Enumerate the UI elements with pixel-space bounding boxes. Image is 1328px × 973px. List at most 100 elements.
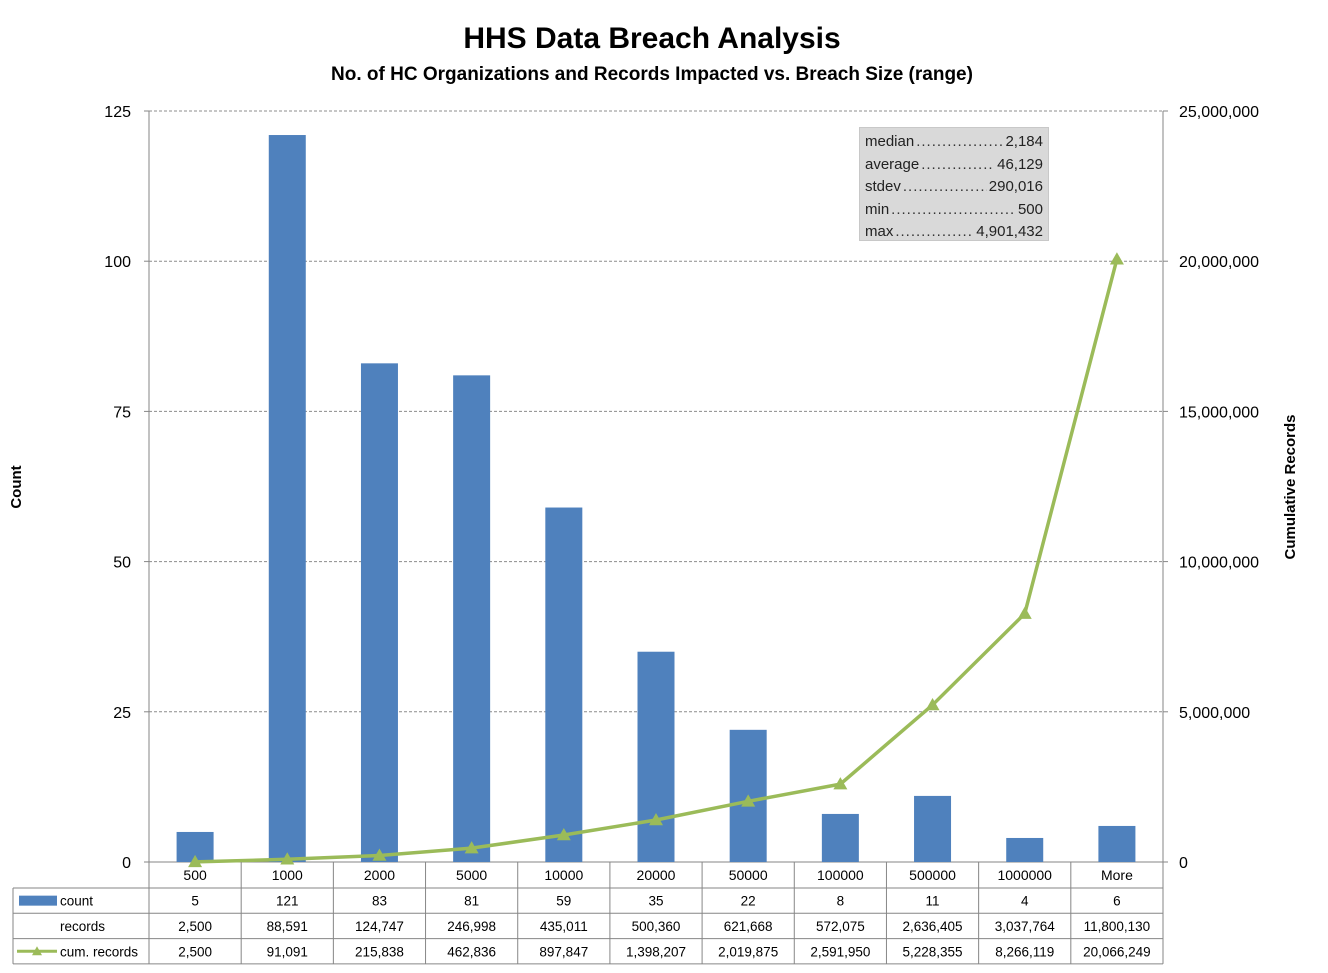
count-bar bbox=[637, 651, 675, 862]
table-cell: 435,011 bbox=[540, 919, 588, 934]
stats-row-stdev: stdev 290,016 bbox=[865, 176, 1043, 199]
table-cell: 35 bbox=[648, 894, 663, 909]
cum-records-marker bbox=[833, 777, 848, 790]
cum-records-marker bbox=[741, 794, 756, 807]
stats-label: stdev bbox=[865, 178, 901, 195]
count-bar bbox=[545, 507, 583, 862]
table-cell: 11 bbox=[926, 894, 940, 909]
table-cell: 3,037,764 bbox=[995, 919, 1056, 934]
cum-records-marker bbox=[925, 697, 940, 711]
table-cell: 88,591 bbox=[267, 919, 308, 934]
count-bar bbox=[268, 135, 306, 863]
y-tick-label: 75 bbox=[113, 404, 131, 421]
table-cell: 59 bbox=[556, 894, 571, 909]
chart-subtitle: No. of HC Organizations and Records Impa… bbox=[331, 64, 973, 85]
y-tick-label: 125 bbox=[104, 104, 131, 121]
axes: 0 0 25 5,000,000 50 10,000,000 75 15,000,000 100… bbox=[104, 104, 1259, 872]
y2-tick-label: 0 bbox=[1179, 855, 1188, 872]
count-bar bbox=[360, 363, 398, 862]
y2-tick-label: 20,000,000 bbox=[1179, 254, 1259, 271]
table-cell: 2,500 bbox=[178, 919, 212, 934]
stats-box: median 2,184 average 46,129 stdev 290,01… bbox=[859, 127, 1049, 241]
table-cell: 621,668 bbox=[724, 919, 773, 934]
cum-records-marker bbox=[649, 812, 663, 826]
cum-records-marker bbox=[464, 841, 479, 854]
stats-value: 46,129 bbox=[997, 155, 1043, 173]
table-series-label: count bbox=[60, 894, 93, 909]
cum-records-marker bbox=[1017, 606, 1032, 619]
count-bar bbox=[1006, 837, 1044, 862]
cum-records-marker bbox=[556, 828, 571, 841]
x-tick-label: 10000 bbox=[544, 867, 583, 883]
table-cell: 121 bbox=[276, 894, 299, 909]
table-cell: 91,091 bbox=[267, 944, 308, 959]
table-cell: 2,019,875 bbox=[718, 944, 778, 959]
table-cell: 2,500 bbox=[178, 944, 212, 959]
table-cell: 2,591,950 bbox=[810, 944, 870, 959]
stats-row-median: median 2,184 bbox=[865, 131, 1043, 154]
stats-row-average: average 46,129 bbox=[865, 154, 1043, 177]
y2-tick-label: 5,000,000 bbox=[1179, 705, 1250, 722]
x-tick-label: 20000 bbox=[637, 867, 676, 883]
table-cell: 5 bbox=[191, 894, 199, 909]
table-cell: 11,800,130 bbox=[1084, 919, 1151, 934]
data-table: 500 1000 2000 5000 10000 20000 50000 100000 5000… bbox=[12, 862, 1164, 965]
table-cell: 5,228,355 bbox=[903, 944, 963, 959]
table-series-label: records bbox=[60, 919, 105, 934]
table-cell: 215,838 bbox=[355, 944, 404, 959]
x-tick-label: 500 bbox=[183, 867, 207, 883]
y2-tick-label: 15,000,000 bbox=[1179, 404, 1259, 421]
stats-value: 290,016 bbox=[988, 178, 1043, 195]
table-cell: 897,847 bbox=[539, 944, 588, 959]
table-cell: 124,747 bbox=[355, 919, 404, 934]
table-cell: 8 bbox=[837, 894, 845, 909]
count-bar bbox=[821, 813, 859, 862]
chart-title: HHS Data Breach Analysis bbox=[463, 22, 840, 55]
table-cell: 83 bbox=[372, 894, 387, 909]
table-cell: 6 bbox=[1113, 894, 1121, 909]
y-tick-label: 25 bbox=[113, 705, 131, 722]
stats-row-max: max 4,901,432 bbox=[865, 221, 1043, 244]
table-series-label: cum. records bbox=[60, 944, 138, 959]
y2-axis-label: Cumulative Records bbox=[1282, 414, 1299, 559]
y-tick-label: 50 bbox=[113, 555, 131, 572]
x-tick-label: More bbox=[1101, 867, 1133, 883]
y2-tick-label: 25,000,000 bbox=[1179, 104, 1259, 121]
count-bars bbox=[176, 135, 1136, 863]
cum-records-marker bbox=[1109, 252, 1124, 265]
cum-records-line bbox=[188, 252, 1124, 868]
count-bar bbox=[914, 795, 952, 862]
x-tick-label: 50000 bbox=[729, 867, 768, 883]
y2-tick-label: 10,000,000 bbox=[1179, 555, 1259, 572]
stats-label: max bbox=[865, 223, 894, 240]
cum-records-marker bbox=[188, 854, 203, 868]
legend-key-count bbox=[19, 895, 57, 906]
stats-label: average bbox=[865, 155, 920, 173]
x-tick-label: 100000 bbox=[817, 867, 864, 883]
y-axis-label: Count bbox=[8, 465, 25, 508]
x-tick-label: 5000 bbox=[456, 867, 487, 883]
table-cell: 22 bbox=[741, 894, 756, 909]
table-cell: 462,836 bbox=[447, 944, 496, 959]
x-tick-label: 1000 bbox=[272, 867, 303, 883]
x-tick-label: 500000 bbox=[909, 867, 956, 883]
x-tick-label: 1000000 bbox=[997, 867, 1052, 883]
table-cell: 4 bbox=[1021, 894, 1029, 909]
table-cell: 1,398,207 bbox=[626, 944, 686, 959]
count-bar bbox=[453, 375, 491, 862]
stats-row-min: min 500 bbox=[865, 199, 1043, 222]
x-tick-label: 2000 bbox=[364, 867, 395, 883]
y-tick-label: 100 bbox=[104, 254, 131, 271]
table-cell: 2,636,405 bbox=[903, 919, 963, 934]
table-cell: 81 bbox=[464, 894, 479, 909]
table-cell: 20,066,249 bbox=[1083, 944, 1151, 959]
stats-label: min bbox=[865, 200, 890, 218]
count-bar bbox=[1098, 825, 1136, 862]
table-cell: 246,998 bbox=[447, 919, 496, 934]
stats-value: 2,184 bbox=[1005, 133, 1043, 150]
table-cell: 8,266,119 bbox=[995, 944, 1054, 959]
legend-key-marker bbox=[32, 946, 42, 956]
stats-label: median bbox=[865, 133, 915, 150]
y-tick-label: 0 bbox=[122, 855, 131, 872]
